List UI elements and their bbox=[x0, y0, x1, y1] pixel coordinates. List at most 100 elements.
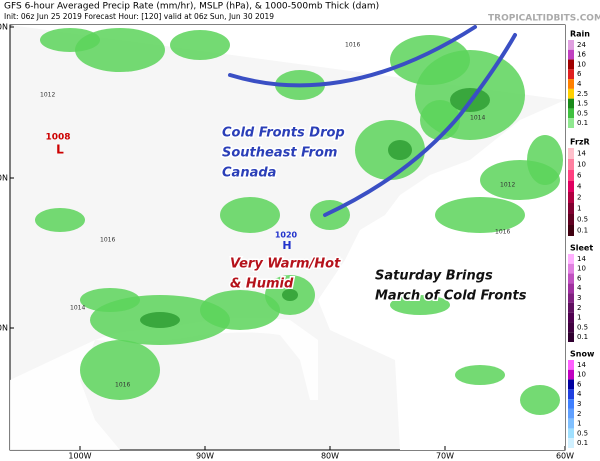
legend-tick-label: 4 bbox=[577, 183, 582, 191]
isobar-label: 1016 bbox=[115, 382, 130, 389]
precip-area bbox=[390, 295, 450, 315]
precip-area bbox=[80, 288, 140, 312]
legend-tick-label: 10 bbox=[577, 60, 586, 68]
high-pressure-value: 1020 bbox=[275, 231, 298, 240]
legend-swatch bbox=[568, 360, 574, 370]
legend-tick-label: 3 bbox=[577, 294, 581, 302]
annotation-line: March of Cold Fronts bbox=[375, 289, 527, 304]
legend-swatch bbox=[568, 79, 574, 89]
precip-area bbox=[455, 365, 505, 385]
precip-area bbox=[435, 197, 525, 233]
legend-tick-label: 14 bbox=[577, 150, 586, 158]
legend-tick-label: 2 bbox=[577, 410, 581, 418]
legend-swatch bbox=[568, 428, 574, 439]
precip-area bbox=[527, 135, 563, 185]
legend-swatch bbox=[568, 69, 574, 80]
isobar-label: 1014 bbox=[70, 305, 85, 312]
legend-tick-label: 0.1 bbox=[577, 439, 588, 447]
legend-swatch bbox=[568, 273, 574, 284]
legend-swatch bbox=[568, 203, 574, 214]
legend-swatch bbox=[568, 88, 574, 99]
legend-swatch bbox=[568, 40, 574, 50]
legend-tick-label: 0.1 bbox=[577, 333, 588, 341]
low-pressure-symbol: L bbox=[56, 143, 64, 157]
legend-swatch bbox=[568, 59, 574, 70]
legend-swatch bbox=[568, 214, 574, 225]
legend-tick-label: 6 bbox=[577, 172, 582, 180]
precip-area bbox=[35, 208, 85, 232]
latitude-label: 40N bbox=[0, 174, 8, 183]
legend-swatch bbox=[568, 389, 574, 400]
legend-swatch bbox=[568, 293, 574, 303]
legend-swatch bbox=[568, 369, 574, 380]
precip-core bbox=[388, 140, 412, 160]
annotation-line: Canada bbox=[222, 166, 276, 181]
legend-swatch bbox=[568, 170, 574, 181]
legend-tick-label: 1 bbox=[577, 205, 581, 213]
legend-title: Sleet bbox=[570, 244, 593, 253]
longitude-label: 90W bbox=[196, 452, 214, 461]
legend-swatch bbox=[568, 181, 574, 192]
legend-tick-label: 4 bbox=[577, 390, 582, 398]
legend-tick-label: 6 bbox=[577, 70, 582, 78]
legend-swatch bbox=[568, 108, 574, 119]
legend-tick-label: 24 bbox=[577, 41, 586, 49]
longitude-label: 80W bbox=[321, 452, 339, 461]
latitude-label: 50N bbox=[0, 23, 8, 32]
precip-area bbox=[520, 385, 560, 415]
legend-swatch bbox=[568, 159, 574, 170]
precip-areas bbox=[35, 28, 563, 415]
legend-tick-label: 14 bbox=[577, 361, 586, 369]
legend-tick-label: 10 bbox=[577, 265, 586, 273]
legend-tick-label: 0.5 bbox=[577, 216, 588, 224]
precip-area bbox=[390, 35, 470, 85]
legend-tick-label: 0.5 bbox=[577, 323, 588, 331]
isobar-label: 1016 bbox=[495, 229, 510, 236]
isobar-label: 1012 bbox=[500, 182, 515, 189]
legend-title: Snow bbox=[570, 350, 595, 359]
legend: Rain241610642.51.50.50.1FrzR141064210.50… bbox=[568, 30, 595, 448]
isobar-label: 1016 bbox=[345, 42, 360, 49]
subtitle: Init: 06z Jun 25 2019 Forecast Hour: [12… bbox=[4, 12, 274, 21]
legend-tick-label: 0.1 bbox=[577, 227, 588, 235]
legend-tick-label: 6 bbox=[577, 380, 582, 388]
legend-tick-label: 16 bbox=[577, 51, 586, 59]
legend-tick-label: 1.5 bbox=[577, 100, 588, 108]
legend-tick-label: 1 bbox=[577, 314, 581, 322]
legend-tick-label: 0.5 bbox=[577, 429, 588, 437]
atlantic-ocean bbox=[10, 25, 565, 450]
annotation-line: & Humid bbox=[230, 277, 294, 292]
legend-swatch bbox=[568, 332, 574, 342]
longitude-label: 60W bbox=[556, 452, 574, 461]
isobar-label: 1012 bbox=[40, 92, 55, 99]
legend-tick-label: 4 bbox=[577, 284, 582, 292]
low-pressure-value: 1008 bbox=[45, 133, 70, 143]
precip-area bbox=[80, 340, 160, 400]
legend-swatch bbox=[568, 283, 574, 294]
legend-tick-label: 14 bbox=[577, 255, 586, 263]
legend-tick-label: 0.1 bbox=[577, 119, 588, 127]
annotation-line: Cold Fronts Drop bbox=[222, 126, 345, 141]
cold-front bbox=[228, 25, 477, 88]
legend-tick-label: 2.5 bbox=[577, 90, 588, 98]
legend-tick-label: 10 bbox=[577, 161, 586, 169]
legend-swatch bbox=[568, 322, 574, 333]
legend-swatch bbox=[568, 192, 574, 203]
legend-tick-label: 3 bbox=[577, 400, 581, 408]
legend-swatch bbox=[568, 49, 574, 60]
annotation-line: Southeast From bbox=[222, 146, 337, 161]
legend-tick-label: 0.5 bbox=[577, 109, 588, 117]
isobar-label: 1014 bbox=[470, 115, 485, 122]
legend-tick-label: 4 bbox=[577, 80, 582, 88]
legend-tick-label: 6 bbox=[577, 274, 582, 282]
watermark: TROPICALTIDBITS.COM bbox=[488, 14, 600, 24]
legend-swatch bbox=[568, 438, 574, 448]
isobar-label: 1016 bbox=[100, 237, 115, 244]
longitude-label: 70W bbox=[436, 452, 454, 461]
legend-title: Rain bbox=[570, 30, 590, 39]
legend-tick-label: 2 bbox=[577, 194, 581, 202]
latitude-label: 30N bbox=[0, 324, 8, 333]
legend-swatch bbox=[568, 118, 574, 128]
legend-tick-label: 10 bbox=[577, 371, 586, 379]
